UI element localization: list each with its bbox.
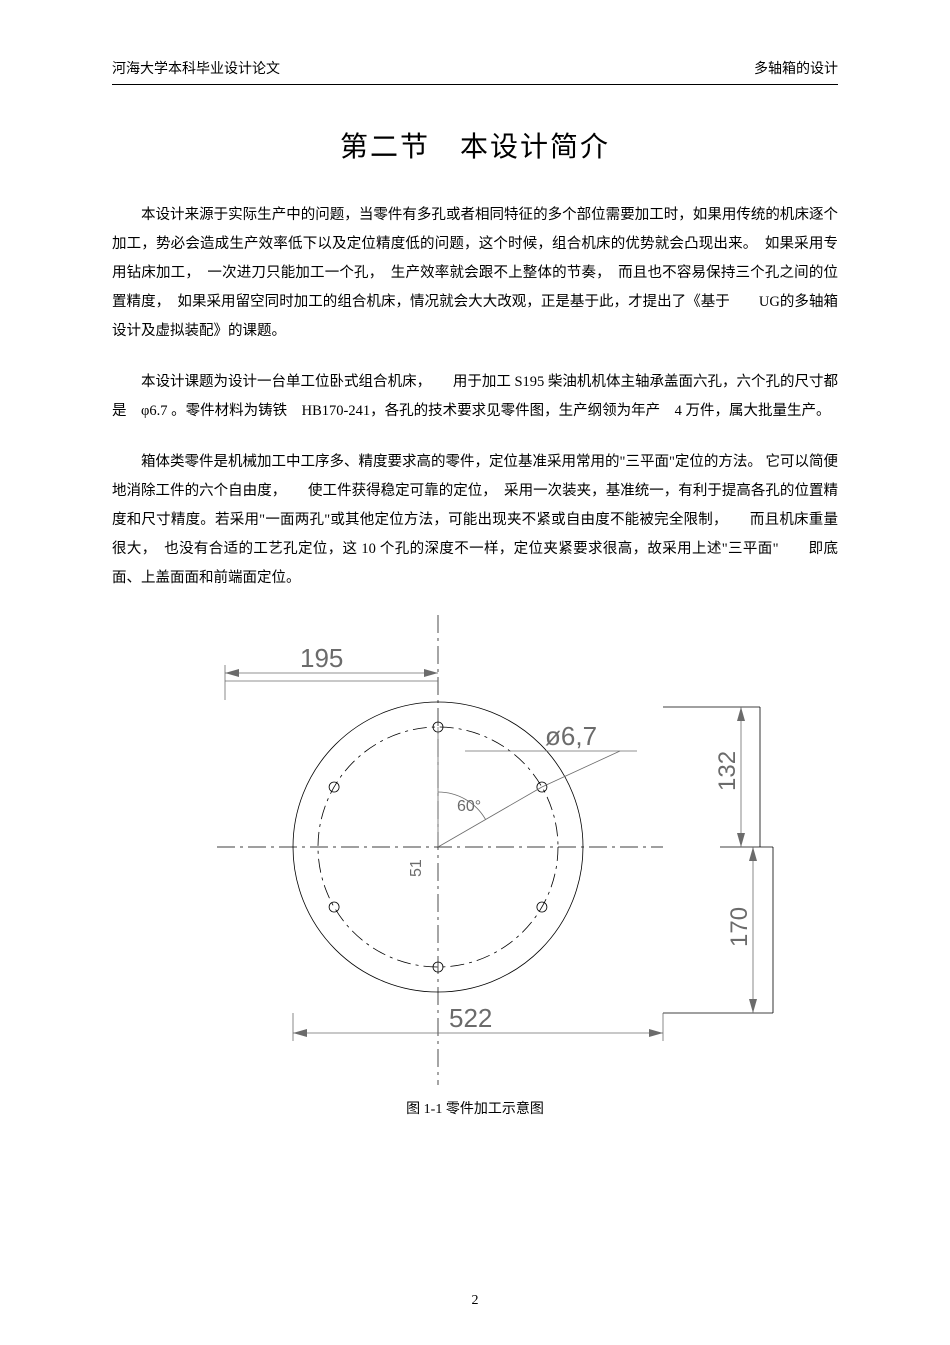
page-number: 2 bbox=[0, 1293, 950, 1309]
dim-522: 522 bbox=[449, 1003, 492, 1033]
figure-caption: 图 1-1 零件加工示意图 bbox=[112, 1098, 838, 1118]
paragraph-2: 本设计课题为设计一台单工位卧式组合机床， 用于加工 S195 柴油机机体主轴承盖… bbox=[112, 368, 838, 426]
technical-drawing: ø6,7 60° 51 195 132 bbox=[165, 615, 785, 1085]
paragraph-1: 本设计来源于实际生产中的问题，当零件有多孔或者相同特征的多个部位需要加工时，如果… bbox=[112, 201, 838, 346]
paragraph-3: 箱体类零件是机械加工中工序多、精度要求高的零件，定位基准采用常用的"三平面"定位… bbox=[112, 448, 838, 593]
dim-195: 195 bbox=[300, 643, 343, 673]
dim-132: 132 bbox=[714, 751, 741, 791]
dim-hole-dia: ø6,7 bbox=[545, 721, 597, 751]
dim-170: 170 bbox=[726, 907, 753, 947]
header-right: 多轴箱的设计 bbox=[754, 58, 838, 78]
figure-wrap: ø6,7 60° 51 195 132 bbox=[112, 615, 838, 1118]
dim-angle: 60° bbox=[457, 798, 481, 815]
dim-radius: 51 bbox=[408, 859, 425, 877]
section-title: 第二节 本设计简介 bbox=[112, 125, 838, 165]
header-left: 河海大学本科毕业设计论文 bbox=[112, 58, 280, 78]
page-header: 河海大学本科毕业设计论文 多轴箱的设计 bbox=[112, 58, 838, 85]
